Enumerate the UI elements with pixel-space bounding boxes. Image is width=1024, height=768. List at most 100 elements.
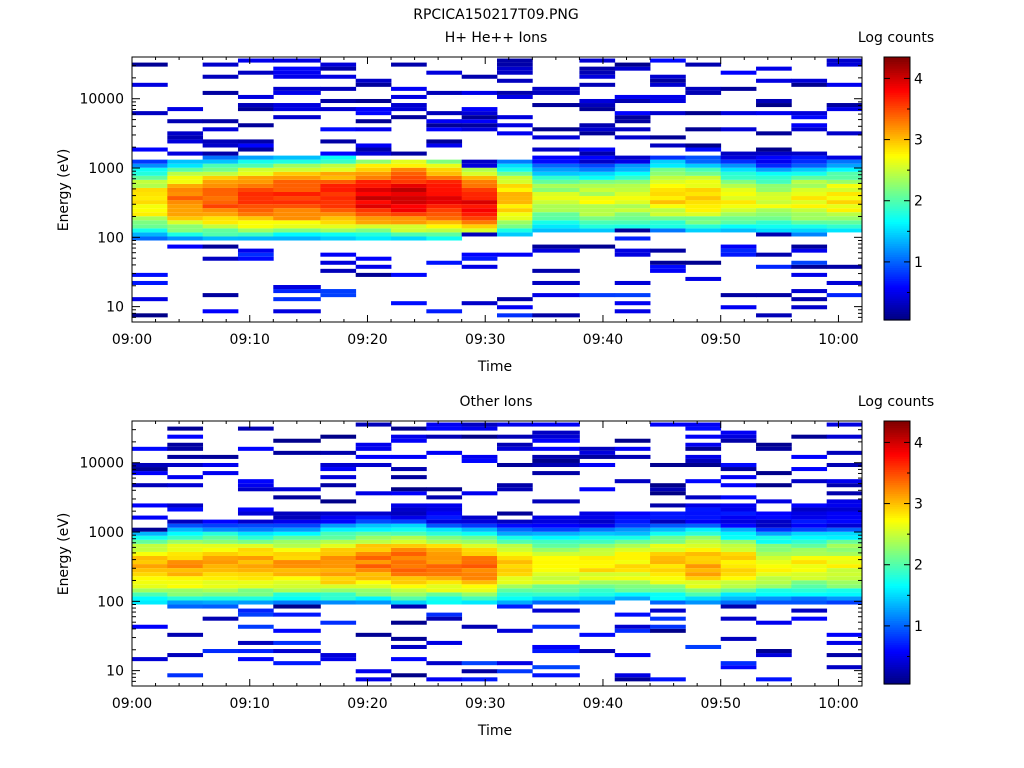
heatmap-cell (826, 531, 863, 536)
heatmap-cell (320, 535, 357, 540)
colorbar-segment (884, 664, 910, 668)
heatmap-cell (132, 280, 168, 285)
heatmap-cell (461, 159, 498, 164)
heatmap-cell (202, 232, 239, 237)
heatmap-cell (461, 572, 498, 577)
heatmap-cell (720, 616, 757, 621)
colorbar-segment (884, 675, 910, 679)
heatmap-cell (650, 491, 686, 496)
heatmap-cell (461, 588, 498, 593)
heatmap-cell (756, 523, 792, 528)
colorbar-segment (884, 545, 910, 549)
heatmap-cell (614, 175, 651, 180)
colorbar-segment (884, 482, 910, 486)
heatmap-cell (685, 519, 722, 524)
heatmap-cell (167, 135, 204, 140)
heatmap-cell (320, 572, 357, 577)
colorbar-segment (884, 192, 910, 196)
heatmap-cell (826, 103, 863, 108)
colorbar-segment (884, 105, 910, 109)
colorbar-segment (884, 655, 910, 659)
heatmap-cell (167, 568, 204, 573)
heatmap-cell (579, 649, 616, 654)
heatmap-cell (532, 293, 580, 298)
colorbar-segment (884, 291, 910, 295)
heatmap-cell (355, 560, 392, 565)
heatmap-cell (237, 167, 274, 172)
heatmap-cell (826, 62, 863, 67)
heatmap-cell (167, 212, 204, 217)
heatmap-cell (685, 458, 722, 463)
heatmap-cell (461, 204, 498, 209)
heatmap-cell (355, 127, 392, 132)
heatmap-cell (237, 612, 274, 617)
heatmap-cell (273, 539, 321, 544)
heatmap-cell (532, 155, 580, 160)
heatmap-cell (579, 187, 616, 192)
heatmap-cell (273, 204, 321, 209)
colorbar-segment (884, 436, 910, 440)
heatmap-cell (202, 588, 239, 593)
heatmap-cell (426, 503, 463, 508)
heatmap-cell (685, 183, 722, 188)
heatmap-cell (320, 163, 357, 168)
heatmap-cell (202, 159, 239, 164)
heatmap-cell (273, 568, 321, 573)
heatmap-cell (132, 232, 168, 237)
heatmap-cell (167, 446, 204, 451)
heatmap-cell (756, 232, 792, 237)
colorbar-segment (884, 236, 910, 240)
heatmap-cell (202, 523, 239, 528)
heatmap-cell (391, 588, 427, 593)
heatmap-cell (355, 592, 392, 597)
heatmap-cell (391, 212, 427, 217)
heatmap-cell (355, 442, 392, 447)
colorbar-segment (884, 502, 910, 505)
heatmap-cell (167, 426, 204, 431)
heatmap-cell (132, 111, 168, 116)
heatmap-cell (532, 200, 580, 205)
heatmap-cell (391, 62, 427, 67)
heatmap-cell (461, 527, 498, 532)
heatmap-cell (320, 511, 357, 516)
heatmap-cell (391, 454, 427, 459)
heatmap-cell (497, 572, 533, 577)
heatmap-cell (461, 232, 498, 237)
heatmap-cell (826, 422, 863, 427)
heatmap-cell (391, 224, 427, 229)
heatmap-cell (685, 260, 722, 265)
heatmap-cell (791, 511, 828, 516)
heatmap-cell (497, 131, 533, 136)
heatmap-cell (391, 220, 427, 225)
heatmap-cell (355, 98, 392, 104)
heatmap-cell (756, 192, 792, 197)
heatmap-cell (167, 236, 204, 241)
colorbar-segment (884, 425, 910, 429)
heatmap-cell (497, 446, 533, 451)
heatmap-cell (202, 604, 239, 609)
heatmap-cell (614, 224, 651, 229)
heatmap-cell (167, 159, 204, 164)
heatmap-cell (685, 560, 722, 565)
heatmap-cell (237, 507, 274, 512)
heatmap-cell (202, 244, 239, 249)
heatmap-cell (791, 503, 828, 508)
colorbar-segment (884, 589, 910, 593)
heatmap-cell (532, 216, 580, 221)
y-tick-label: 100 (97, 594, 124, 610)
heatmap-cell (826, 640, 863, 645)
heatmap-cell (355, 272, 392, 277)
heatmap-cell (614, 653, 651, 658)
panel-h-he-ions: H+ He++ Ions Log counts Energy (eV) Time… (56, 30, 934, 375)
colorbar-segment (884, 61, 910, 65)
colorbar-segment (884, 442, 910, 446)
colorbar-segment (884, 223, 910, 227)
heatmap-cell (273, 580, 321, 585)
heatmap-cell (497, 224, 533, 229)
colorbar-segment (884, 578, 910, 582)
heatmap-cell (202, 236, 239, 241)
heatmap-cell (826, 543, 863, 548)
colorbar-segment (884, 138, 910, 141)
y-tick-label: 100 (97, 230, 124, 246)
heatmap-cell (720, 507, 757, 512)
